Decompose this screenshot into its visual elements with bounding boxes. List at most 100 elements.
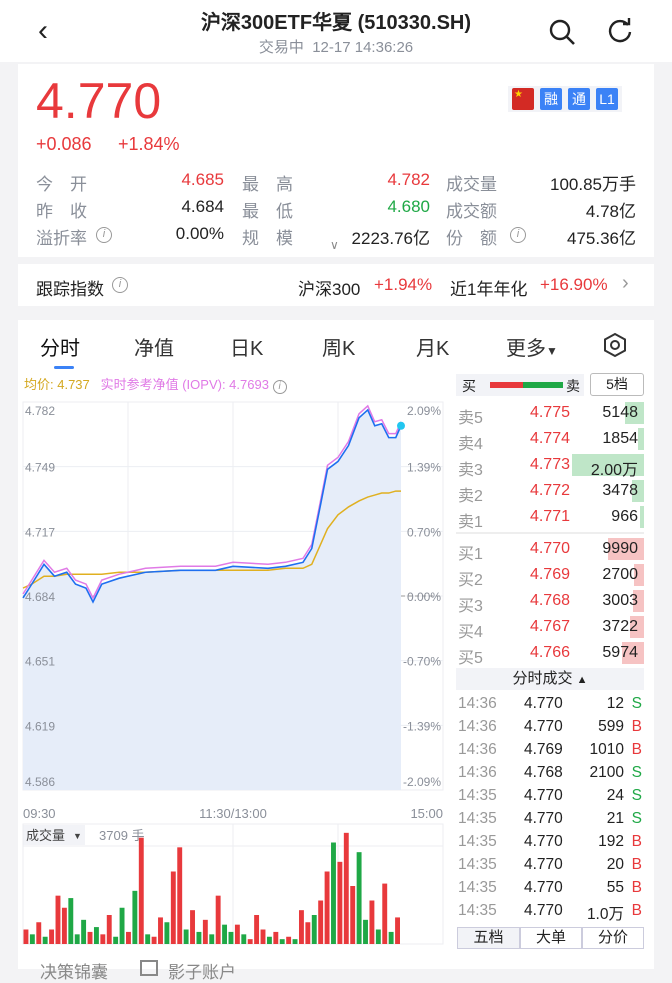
volume-fill <box>572 454 644 476</box>
info-icon[interactable]: i <box>96 227 112 243</box>
tab-weekly-k[interactable]: 周K <box>322 338 356 360</box>
bid-row[interactable]: 买3 4.768 3003 <box>456 588 646 615</box>
trade-volume: 20 <box>606 856 624 873</box>
volume-bar <box>375 929 381 944</box>
avg-price-line <box>22 490 401 589</box>
trading-status: 交易中 <box>258 39 304 56</box>
trade-price: 4.770 <box>524 856 563 873</box>
divider <box>456 532 644 534</box>
stat-value: 4.684 <box>181 197 224 216</box>
trades-header[interactable]: 分时成交 ▲ <box>456 668 644 690</box>
level-label: 卖3 <box>458 462 483 479</box>
volume-bar <box>68 898 74 944</box>
y-pct-tick-label: 2.09% <box>407 404 441 418</box>
ask-row[interactable]: 卖5 4.775 5148 <box>456 400 646 427</box>
level-price: 4.768 <box>529 592 570 609</box>
caret-up-icon: ▲ <box>576 674 588 686</box>
stat-label: 规 模 <box>242 229 293 248</box>
y-tick-label: 4.782 <box>25 404 55 418</box>
volume-bar <box>126 931 131 944</box>
y-tick-label: 4.717 <box>25 525 55 539</box>
volume-bar <box>87 931 93 944</box>
stat-value: 2223.76亿 <box>351 229 430 248</box>
level-price: 4.771 <box>529 508 570 525</box>
volume-bar <box>241 934 247 944</box>
ask-row[interactable]: 卖1 4.771 966 <box>456 504 646 531</box>
tab-intraday[interactable]: 分时 <box>40 338 80 360</box>
volume-bar <box>158 917 163 944</box>
bid-row[interactable]: 买2 4.769 2700 <box>456 562 646 589</box>
tab-nav[interactable]: 净值 <box>134 338 174 360</box>
volume-fill <box>633 564 644 586</box>
y-tick-label: 4.619 <box>25 719 55 733</box>
stat-label: 溢折率 <box>36 229 87 248</box>
badge-level[interactable]: L1 <box>596 88 618 110</box>
info-icon[interactable]: i <box>112 277 128 293</box>
info-icon[interactable]: i <box>510 227 526 243</box>
volume-bar <box>183 929 189 944</box>
tab-five-level[interactable]: 五档 <box>457 927 520 949</box>
ask-row[interactable]: 卖2 4.772 3478 <box>456 478 646 505</box>
level-label: 卖1 <box>458 514 483 531</box>
volume-bar <box>202 919 208 944</box>
badge-connect[interactable]: 通 <box>568 88 590 110</box>
tab-big-order[interactable]: 大单 <box>520 927 582 949</box>
ask-row[interactable]: 卖4 4.774 1854 <box>456 426 646 453</box>
volume-bar <box>228 931 234 944</box>
tracking-index-row[interactable]: 跟踪指数 i 沪深300 +1.94% 近1年年化 +16.90% › <box>18 264 654 306</box>
bid-row[interactable]: 买5 4.766 5974 <box>456 640 646 667</box>
stat-value: 475.36亿 <box>567 229 636 248</box>
trade-row: 14:36 4.768 2100 S <box>456 762 646 785</box>
tab-daily-k[interactable]: 日K <box>230 338 264 360</box>
bid-row[interactable]: 买1 4.770 9990 <box>456 536 646 563</box>
active-tab-indicator <box>54 366 74 369</box>
volume-bar <box>254 915 260 944</box>
trade-price: 4.770 <box>524 810 563 827</box>
volume-bar <box>222 924 228 944</box>
level-price: 4.775 <box>529 404 570 421</box>
intraday-chart[interactable]: 4.782 4.749 4.717 4.684 4.651 4.619 4.586 2.09%… <box>0 392 450 952</box>
refresh-icon[interactable] <box>606 17 634 45</box>
ask-row[interactable]: 卖3 4.773 2.00万 <box>456 452 646 479</box>
level-button[interactable]: 5档 <box>590 373 644 396</box>
back-icon[interactable]: ‹ <box>38 14 48 47</box>
search-icon[interactable] <box>548 18 576 46</box>
settings-icon[interactable] <box>602 332 628 358</box>
iopv-line <box>22 404 402 600</box>
info-icon[interactable]: i <box>272 380 287 394</box>
price-line <box>22 408 402 604</box>
checkbox[interactable] <box>140 960 158 976</box>
trade-row: 14:36 4.770 599 B <box>456 716 646 739</box>
china-flag-icon: ★ <box>512 88 534 110</box>
footer-shadow-account[interactable]: 影子账户 <box>168 963 236 982</box>
level-price: 4.770 <box>529 540 570 557</box>
volume-bar <box>382 883 388 944</box>
trade-price: 4.770 <box>524 787 563 804</box>
badge-margin[interactable]: 融 <box>540 88 562 110</box>
trade-time: 14:35 <box>458 787 497 804</box>
volume-bar <box>350 886 356 944</box>
trade-price: 4.770 <box>524 902 563 919</box>
tab-price-dist[interactable]: 分价 <box>582 927 644 949</box>
level-volume: 2.00万 <box>590 462 638 479</box>
trade-row: 14:35 4.770 55 B <box>456 877 646 900</box>
bid-row[interactable]: 买4 4.767 3722 <box>456 614 646 641</box>
tab-more-label: 更多 <box>506 338 546 360</box>
trade-time: 14:36 <box>458 695 497 712</box>
volume-fill <box>631 480 644 502</box>
level-volume: 3478 <box>602 482 638 499</box>
y-pct-tick-label: 1.39% <box>407 461 441 475</box>
expand-chevron-icon[interactable]: ∨ <box>330 238 339 252</box>
volume-bar <box>273 931 279 944</box>
footer-decision[interactable]: 决策锦囊 <box>40 963 108 982</box>
chevron-right-icon: › <box>622 272 629 294</box>
volume-bar <box>49 929 55 944</box>
x-tick-label: 11:30/13:00 <box>199 806 267 821</box>
index-pct: +1.94% <box>374 275 433 294</box>
trade-volume: 1.0万 <box>586 906 624 923</box>
volume-bar <box>196 931 202 944</box>
level-label: 买4 <box>458 624 483 641</box>
chart-tabs: 分时 净值 日K 周K 月K 更多▼ <box>18 320 654 372</box>
tab-monthly-k[interactable]: 月K <box>416 338 450 360</box>
tab-more[interactable]: 更多▼ <box>506 332 558 361</box>
